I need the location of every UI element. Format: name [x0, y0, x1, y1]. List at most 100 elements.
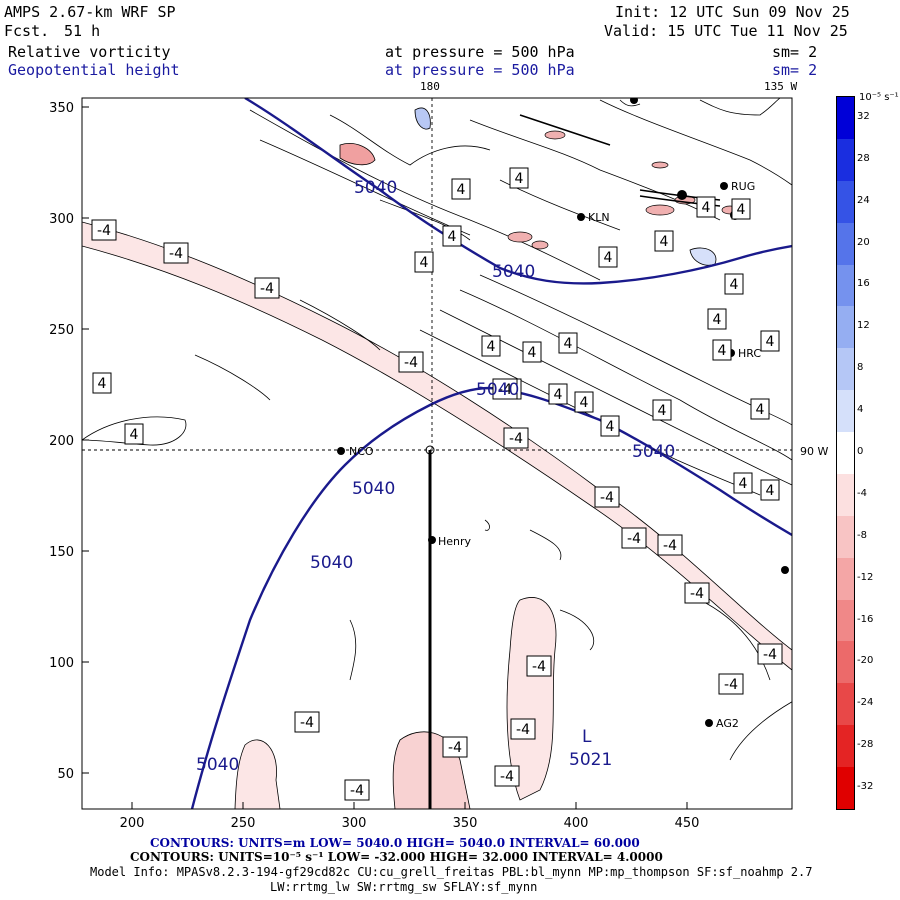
station-dot: [577, 213, 585, 221]
footer-height-contours: CONTOURS: UNITS=m LOW= 5040.0 HIGH= 5040…: [150, 836, 640, 850]
height-label: 5040: [352, 479, 395, 499]
colorbar-swatch: [837, 180, 854, 223]
contour-label: 4: [130, 427, 139, 443]
colorbar-label: 8: [857, 362, 864, 374]
colorbar-label: -4: [857, 487, 867, 499]
station-name-kln: KLN: [588, 211, 610, 224]
contour-label: 4: [660, 234, 669, 250]
contour-label: 4: [718, 343, 727, 359]
station-name-ag2: AG2: [716, 717, 739, 730]
colorbar-unit: 10⁻⁵ s⁻¹: [859, 92, 899, 103]
contour-label: 4: [766, 483, 775, 499]
x-tick-label: 350: [453, 816, 478, 831]
height-label: 5040: [310, 553, 353, 573]
contour-label-box: [442, 225, 462, 247]
contour-label: -4: [498, 382, 512, 398]
y-tick-label: 50: [57, 767, 74, 782]
contour-label-box: [398, 351, 424, 373]
station-dot: [705, 719, 713, 727]
contour-label-box: [548, 383, 568, 405]
colorbar-label: -16: [857, 613, 874, 625]
contour-label: 4: [420, 255, 429, 271]
footer-model-info: Model Info: MPASv8.2.3-194-gf29cd82c CU:…: [90, 865, 813, 879]
contour-label: 4: [448, 229, 457, 245]
contour-label-box: [712, 339, 732, 361]
height-contours: [190, 98, 792, 809]
level-vorticity: at pressure = 500 hPa: [385, 43, 575, 61]
jet-streak-lines: [519, 114, 721, 207]
colorbar-swatch: [837, 725, 854, 767]
contour-label: 4: [730, 277, 739, 293]
station-name-henry: Henry: [438, 535, 472, 548]
contour-label: -4: [404, 355, 418, 371]
colorbar-swatch: [837, 473, 854, 516]
y-tick-label: 100: [49, 656, 74, 671]
contour-label-box: [707, 308, 727, 330]
low-value: 5021: [569, 750, 612, 770]
station-dot: [337, 447, 345, 455]
low-marker: L: [582, 727, 592, 747]
height-label: 5040: [492, 262, 535, 282]
colorbar-swatch: [837, 138, 854, 181]
level-geopotential: at pressure = 500 hPa: [385, 61, 575, 79]
contour-label-box: [451, 178, 471, 200]
colorbar-swatch: [837, 515, 854, 558]
contour-label: 4: [737, 202, 746, 218]
colorbar-label: 4: [857, 404, 864, 416]
contour-label: 4: [528, 345, 537, 361]
colorbar-label: 0: [857, 446, 864, 457]
contour-label: 4: [756, 402, 765, 418]
colorbar-label: -28: [857, 739, 874, 751]
contour-label-box: [91, 219, 117, 241]
contour-label-box: [526, 655, 552, 677]
height-label: 5040: [196, 755, 239, 775]
smoothing-geopotential: sm= 2: [772, 61, 818, 79]
contour-label-box: [494, 765, 520, 787]
colorbar-swatch: [837, 390, 854, 432]
colorbar-swatch: [837, 683, 854, 726]
model-title: AMPS 2.67-km WRF SP: [4, 3, 176, 21]
contour-label-box: [163, 242, 189, 264]
colorbar-swatch: [837, 348, 854, 391]
contour-label-box: [598, 246, 618, 268]
contour-label-box: [509, 167, 529, 189]
contour-label-box: [503, 427, 529, 449]
y-tick-label: 150: [49, 545, 74, 560]
height-label: 5040: [632, 442, 675, 462]
contour-label: -4: [448, 740, 462, 756]
y-tick-label: 250: [49, 323, 74, 338]
contour-label-box: [718, 673, 744, 695]
colorbar-label: 32: [857, 110, 870, 122]
contour-label-box: [481, 335, 501, 357]
contour-label: 4: [739, 476, 748, 492]
contour-label: -4: [627, 531, 641, 547]
contour-label-box: [414, 251, 434, 273]
contour-label-box: [654, 230, 674, 252]
contour-label: -4: [724, 677, 738, 693]
init-time: Init: 12 UTC Sun 09 Nov 25: [615, 3, 850, 21]
contour-label: 4: [766, 334, 775, 350]
contour-label: -4: [516, 722, 530, 738]
x-tick-label: 200: [120, 816, 145, 831]
y-tick-label: 350: [49, 101, 74, 116]
contour-label-box: [574, 391, 594, 413]
height-labels: 5040 5040 5040 5040 5040 5040 5040 L 502…: [196, 178, 675, 775]
colorbar-swatch: [837, 97, 854, 139]
contour-label-box: [522, 341, 542, 363]
colorbar-swatch: [837, 599, 854, 642]
contour-label: 4: [457, 182, 466, 198]
station-name-nco: NCO: [349, 445, 374, 458]
contour-label: -4: [260, 281, 274, 297]
plot-frame: [81, 97, 793, 810]
contour-label-box: [621, 527, 647, 549]
footer-radiation-info: LW:rrtmg_lw SW:rrtmg_sw SFLAY:sf_mynn: [270, 880, 538, 894]
contour-layer: 4444444444444444444444444 -4-4-4-4-4-4-4…: [82, 98, 792, 809]
x-tick-label: 450: [675, 816, 700, 831]
colorbar-label: -20: [857, 655, 874, 667]
contour-label: 4: [604, 250, 613, 266]
contour-label-box: [600, 415, 620, 437]
contour-label-box: [760, 479, 780, 501]
contour-label-box: [724, 273, 744, 295]
colorbar-label: 24: [857, 194, 870, 206]
contour-label-box: [492, 378, 518, 400]
